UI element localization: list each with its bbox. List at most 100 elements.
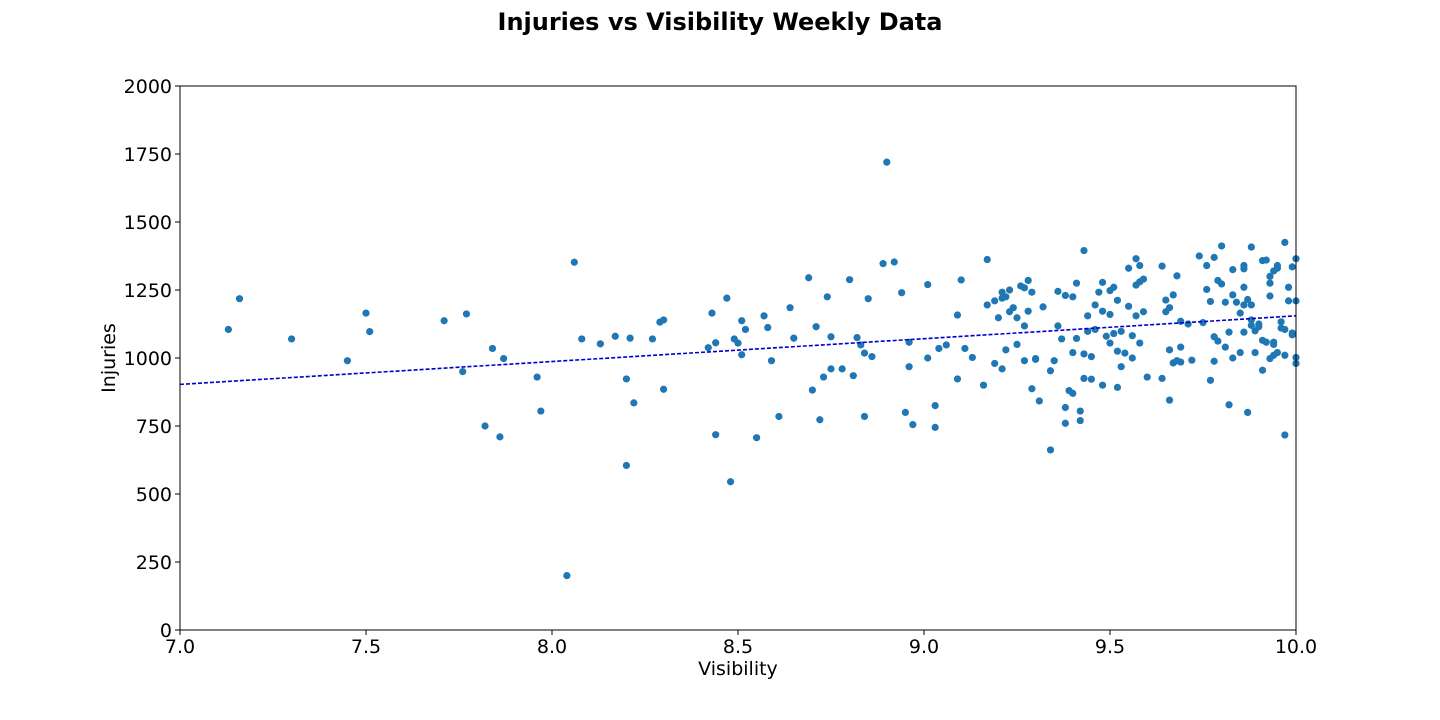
data-point <box>1218 242 1226 250</box>
data-point <box>1098 307 1107 315</box>
data-point <box>1281 431 1289 439</box>
data-point <box>1013 314 1021 322</box>
data-point <box>1247 243 1255 251</box>
data-point <box>1210 253 1218 261</box>
data-point <box>1188 356 1196 364</box>
data-point <box>924 354 932 362</box>
data-point <box>879 260 887 268</box>
data-point <box>741 325 750 334</box>
data-point <box>224 325 232 334</box>
data-point <box>819 373 828 381</box>
data-point <box>1132 312 1140 320</box>
data-point <box>790 334 798 342</box>
data-point <box>1270 340 1278 348</box>
data-point <box>1032 355 1040 363</box>
data-point <box>1076 407 1084 415</box>
data-point <box>1113 347 1122 355</box>
data-point <box>1046 367 1055 375</box>
data-point <box>1091 325 1099 334</box>
data-point <box>1128 332 1136 340</box>
data-point <box>1139 308 1148 316</box>
data-point <box>849 372 857 380</box>
data-point <box>1273 348 1281 357</box>
data-point <box>767 357 776 365</box>
data-point <box>1251 348 1259 357</box>
data-point <box>1184 320 1192 328</box>
data-point <box>1024 307 1032 315</box>
data-point <box>1072 334 1081 343</box>
data-point <box>983 255 991 264</box>
data-point <box>890 258 898 266</box>
x-tick-label: 9.0 <box>909 636 939 658</box>
data-point <box>1117 327 1125 335</box>
data-point <box>827 365 835 373</box>
y-tick-label: 0 <box>160 620 172 642</box>
data-point <box>362 309 370 317</box>
data-point <box>1113 296 1122 304</box>
data-point <box>775 412 783 421</box>
data-point <box>481 422 489 430</box>
data-point <box>533 373 541 381</box>
data-point <box>726 478 735 486</box>
data-point <box>808 386 817 394</box>
data-point <box>1005 286 1014 294</box>
data-point <box>1028 288 1036 296</box>
data-point <box>1281 351 1289 359</box>
data-point <box>660 316 668 324</box>
trend-line <box>179 315 1297 386</box>
data-point <box>1020 322 1029 330</box>
data-point <box>1177 358 1185 366</box>
data-point <box>1076 416 1084 425</box>
data-point <box>1028 385 1036 393</box>
data-point <box>1098 278 1107 286</box>
y-tick-label: 1500 <box>124 212 172 234</box>
data-point <box>1020 357 1029 365</box>
data-point <box>1139 275 1148 283</box>
data-point <box>1229 266 1237 274</box>
data-point <box>957 276 965 284</box>
data-point <box>1162 296 1170 304</box>
data-point <box>1110 329 1118 338</box>
data-point <box>1244 295 1252 304</box>
data-point <box>738 317 746 325</box>
x-tick-label: 8.0 <box>537 636 567 658</box>
data-point <box>1255 320 1263 328</box>
data-point <box>1102 332 1110 340</box>
data-point <box>983 301 991 309</box>
data-point <box>570 258 578 266</box>
data-point <box>1221 298 1229 306</box>
data-point <box>991 359 999 368</box>
data-point <box>898 289 906 297</box>
y-axis-label: Injuries <box>98 323 120 393</box>
data-point <box>1203 261 1211 270</box>
data-point <box>1113 383 1122 391</box>
data-point <box>1281 325 1289 334</box>
data-point <box>1169 291 1177 299</box>
data-point <box>838 365 846 373</box>
data-point <box>712 339 720 347</box>
data-point <box>488 344 497 353</box>
data-point <box>1110 283 1118 291</box>
data-point <box>611 332 619 340</box>
data-point <box>712 431 720 439</box>
data-point <box>648 335 657 343</box>
data-point <box>738 351 746 359</box>
data-point <box>1002 346 1010 354</box>
data-point <box>1247 321 1255 329</box>
data-point <box>1128 354 1136 362</box>
x-tick-label: 10.0 <box>1275 636 1317 658</box>
data-point <box>734 339 742 347</box>
data-point <box>935 344 943 353</box>
y-tick-label: 250 <box>136 552 172 574</box>
data-point <box>1091 301 1099 309</box>
data-point <box>723 294 731 302</box>
data-point <box>1069 348 1077 357</box>
data-point <box>1095 288 1103 296</box>
data-point <box>961 344 969 353</box>
data-point <box>953 311 962 319</box>
data-point <box>1106 310 1114 319</box>
data-point <box>626 334 634 342</box>
data-point <box>1143 373 1151 381</box>
data-point <box>1266 292 1274 300</box>
